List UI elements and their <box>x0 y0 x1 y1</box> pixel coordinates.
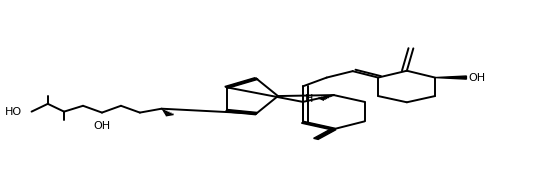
Polygon shape <box>313 129 336 139</box>
Polygon shape <box>435 76 466 79</box>
Polygon shape <box>301 122 335 130</box>
Text: OH: OH <box>94 121 110 131</box>
Text: HO: HO <box>5 107 22 117</box>
Polygon shape <box>225 78 258 88</box>
Text: H: H <box>305 94 314 104</box>
Text: OH: OH <box>468 73 486 83</box>
Polygon shape <box>226 110 257 115</box>
